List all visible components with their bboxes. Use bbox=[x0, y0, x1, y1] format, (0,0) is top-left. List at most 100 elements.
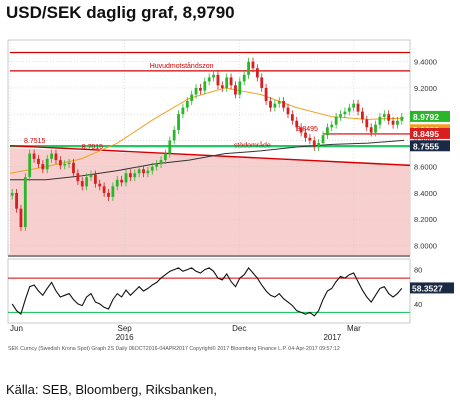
rsi-last-box bbox=[410, 282, 454, 294]
candle-body bbox=[28, 153, 32, 178]
candle-body bbox=[146, 170, 150, 174]
year-label: 2017 bbox=[323, 333, 341, 342]
candle-body bbox=[15, 192, 18, 209]
candle-body bbox=[58, 160, 62, 166]
candle-body bbox=[23, 177, 27, 228]
candle-body bbox=[212, 74, 215, 78]
candle-body bbox=[352, 103, 356, 108]
candle-body bbox=[343, 111, 347, 115]
candle-body bbox=[312, 140, 316, 147]
candle-body bbox=[164, 153, 167, 161]
last-label-text: 8.8495 bbox=[413, 129, 439, 139]
candle-body bbox=[133, 173, 137, 178]
candle-body bbox=[361, 111, 364, 120]
rsi-tick-label: 80 bbox=[414, 266, 422, 275]
candle-body bbox=[325, 127, 329, 136]
fast-ma-line bbox=[9, 87, 405, 174]
candle-body bbox=[238, 81, 242, 95]
candle-body bbox=[107, 192, 110, 197]
candle-body bbox=[269, 101, 272, 108]
month-tick-label: Mar bbox=[347, 324, 361, 333]
candle-body bbox=[396, 120, 399, 125]
last-label-text: 8.9792 bbox=[413, 112, 439, 122]
candle-body bbox=[115, 179, 119, 187]
time-axis: Jun Sep Dec Mar 2016 2017 bbox=[10, 324, 361, 342]
candle-body bbox=[387, 114, 391, 121]
candle-body bbox=[102, 186, 106, 193]
candle-body bbox=[72, 162, 75, 174]
candle-body bbox=[229, 77, 233, 86]
candle-body bbox=[37, 158, 40, 165]
candle-body bbox=[80, 181, 84, 187]
candle-body bbox=[155, 164, 159, 167]
candle-body bbox=[45, 158, 49, 170]
candle-body bbox=[347, 107, 351, 112]
last-label-box bbox=[410, 127, 450, 139]
candle-body bbox=[242, 74, 246, 82]
candle-body bbox=[41, 164, 45, 170]
price-tick-label: 9.4000 bbox=[414, 58, 437, 67]
rsi-last-text: 58.3527 bbox=[412, 283, 443, 293]
candle-body bbox=[10, 192, 14, 196]
candle-body bbox=[177, 114, 180, 130]
source-note: Källa: SEB, Bloomberg, Riksbanken, bbox=[6, 382, 217, 397]
candle-body bbox=[207, 77, 211, 82]
candle-body bbox=[365, 119, 369, 128]
price-axis: 8.00008.20008.40008.60008.80009.00009.20… bbox=[414, 58, 437, 251]
candle-body bbox=[304, 132, 307, 138]
support-label: stödområde bbox=[234, 142, 271, 150]
candle-body bbox=[391, 120, 395, 125]
candle-body bbox=[98, 183, 102, 187]
candle-body bbox=[124, 173, 128, 183]
price-tick-label: 9.2000 bbox=[414, 84, 437, 93]
year-label: 2016 bbox=[116, 333, 134, 342]
candle-body bbox=[89, 174, 93, 178]
month-tick-label: Jun bbox=[10, 324, 23, 333]
price-tick-label: 8.6000 bbox=[414, 163, 437, 172]
candle-body bbox=[150, 166, 154, 171]
price-levels: Huvudmotståndszon 8.8495 stödområde 8.7515 8… bbox=[9, 51, 411, 167]
candle-body bbox=[247, 61, 250, 75]
candle-body bbox=[273, 103, 277, 108]
candle-body bbox=[85, 177, 89, 187]
price-tick-label: 8.0000 bbox=[414, 241, 437, 250]
candle-body bbox=[76, 173, 80, 182]
candle-body bbox=[203, 81, 207, 91]
rsi-line bbox=[11, 266, 403, 317]
candle-body bbox=[93, 174, 97, 184]
candle-body bbox=[54, 153, 58, 161]
candle-body bbox=[50, 153, 53, 159]
candle-body bbox=[282, 101, 286, 108]
candle-body bbox=[111, 186, 115, 197]
support-top-label: 8.7515 bbox=[24, 138, 46, 145]
candle-body bbox=[120, 179, 124, 183]
candle-body bbox=[128, 173, 132, 178]
price-tick-label: 8.2000 bbox=[414, 215, 437, 224]
resistance-label: Huvudmotståndszon bbox=[150, 62, 214, 70]
candle-body bbox=[234, 85, 237, 95]
last-label-box bbox=[410, 140, 450, 152]
candle-body bbox=[260, 77, 264, 88]
candle-body bbox=[137, 169, 141, 174]
candle-body bbox=[334, 116, 338, 125]
last-label-text: 8.7555 bbox=[413, 141, 439, 151]
candle-body bbox=[317, 143, 321, 147]
month-tick-label: Dec bbox=[232, 324, 246, 333]
moving-averages bbox=[9, 87, 405, 181]
candle-body bbox=[67, 162, 71, 165]
rsi-panel-frame bbox=[7, 258, 411, 324]
chart-footer: SEK Curncy (Swedish Krona Spot) Graph 2S… bbox=[8, 345, 340, 352]
rsi-last-label: 58.3527 bbox=[410, 282, 454, 294]
candle-body bbox=[264, 87, 268, 102]
chart-title: USD/SEK daglig graf, 8,9790 bbox=[6, 3, 235, 22]
candle-body bbox=[199, 87, 202, 91]
candle-body bbox=[220, 85, 224, 88]
candle-body bbox=[185, 101, 189, 108]
candle-body bbox=[400, 116, 404, 121]
candle-body bbox=[277, 101, 281, 104]
candle-body bbox=[216, 74, 220, 86]
candle-body bbox=[369, 127, 373, 133]
candle-body bbox=[290, 114, 294, 121]
candle-body bbox=[308, 137, 312, 141]
